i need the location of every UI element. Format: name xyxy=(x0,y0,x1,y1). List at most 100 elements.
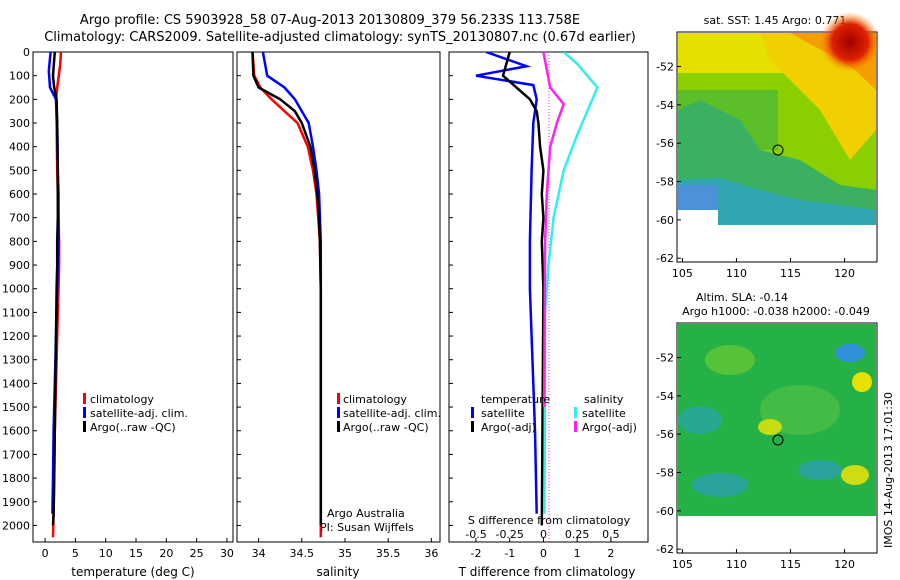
sla-map-ytick-label: -62 xyxy=(656,543,674,556)
difference-xtick-label: 1 xyxy=(574,547,581,560)
sst-map-xtick-label: 115 xyxy=(780,267,801,280)
difference-legend: temperature salinity satellite Argo(-adj… xyxy=(471,393,637,434)
difference-xtick-label: 2 xyxy=(607,547,614,560)
salinity-xtick-label: 35.5 xyxy=(376,547,401,560)
difference-series-line xyxy=(501,52,545,526)
salinity-xtick-label: 34.5 xyxy=(290,547,315,560)
sla-map-title-line1: Altim. SLA: -0.14 xyxy=(696,291,788,304)
difference-top-tick-label: -0.25 xyxy=(495,528,523,541)
temperature-legend-argo: Argo(..raw -QC) xyxy=(90,421,176,434)
difference-xtick-label: -2 xyxy=(470,547,481,560)
salinity-annotation-line2: PI: Susan Wijffels xyxy=(320,521,414,534)
sla-field-light-2 xyxy=(760,385,840,435)
sla-map-title-line2: Argo h1000: -0.038 h2000: -0.049 xyxy=(682,305,870,318)
salinity-legend-climatology: climatology xyxy=(343,393,407,406)
sla-field-yellow-2 xyxy=(758,419,782,435)
salinity-legend-argo: Argo(..raw -QC) xyxy=(343,421,429,434)
sst-map-field xyxy=(678,12,880,225)
salinity-xtick-label: 36 xyxy=(424,547,438,560)
sst-map-ytick-label: -56 xyxy=(656,137,674,150)
salinity-legend: climatology satellite-adj. clim. Argo(..… xyxy=(337,393,441,434)
temperature-ytick-label: 1400 xyxy=(2,377,30,390)
difference-top-tick-label: -0.5 xyxy=(465,528,486,541)
temperature-legend: climatology satellite-adj. clim. Argo(..… xyxy=(83,393,188,434)
temperature-ytick-label: 1200 xyxy=(2,330,30,343)
salinity-legend-swatch-satellite xyxy=(337,407,340,418)
temperature-ytick-label: 1700 xyxy=(2,448,30,461)
sla-map-xtick-label: 105 xyxy=(672,558,693,571)
sla-map-argo-marker xyxy=(772,434,784,446)
difference-legend-swatch-sal-satellite xyxy=(574,407,577,418)
sla-map-xtick-label: 110 xyxy=(726,558,747,571)
sst-map-ytick-label: -52 xyxy=(656,61,674,74)
sla-field-yellow-1 xyxy=(852,372,872,392)
sst-map-ytick-label: -62 xyxy=(656,252,674,265)
difference-series-line xyxy=(542,52,566,408)
sla-map-ytick-label: -54 xyxy=(656,390,674,403)
temperature-ytick-label: 800 xyxy=(9,235,30,248)
difference-top-tick-label: 0 xyxy=(540,528,547,541)
temperature-legend-satellite: satellite-adj. clim. xyxy=(90,407,188,420)
temperature-ytick-label: 1500 xyxy=(2,401,30,414)
difference-series-line xyxy=(543,52,599,514)
temperature-legend-swatch-argo xyxy=(83,421,86,432)
difference-xtick-label: 0 xyxy=(540,547,547,560)
temperature-legend-swatch-satellite xyxy=(83,407,86,418)
temperature-ytick-label: 900 xyxy=(9,259,30,272)
salinity-plot-frame xyxy=(236,51,441,543)
sst-map-argo-marker xyxy=(772,144,784,156)
sla-map-panel: Altim. SLA: -0.14 Argo h1000: -0.038 h20… xyxy=(656,291,878,571)
salinity-legend-swatch-argo xyxy=(337,421,340,432)
sst-map-panel: sat. SST: 1.45 Argo: 0.771 105 110 115 120 -… xyxy=(656,12,880,280)
sst-map-ytick-label: -60 xyxy=(656,214,674,227)
difference-legend-sal-satellite: satellite xyxy=(582,407,626,420)
sst-map-title: sat. SST: 1.45 Argo: 0.771 xyxy=(704,14,847,27)
sst-map-ytick-label: -54 xyxy=(656,99,674,112)
sst-field-hotspot xyxy=(820,12,880,72)
temperature-ytick-label: 600 xyxy=(9,188,30,201)
difference-legend-temp-satellite: satellite xyxy=(481,407,525,420)
temperature-ytick-label: 1900 xyxy=(2,496,30,509)
sla-map-xtick-label: 115 xyxy=(780,558,801,571)
temperature-ytick-label: 700 xyxy=(9,212,30,225)
temperature-series-line xyxy=(51,52,60,526)
temperature-ytick-label: 1300 xyxy=(2,354,30,367)
temperature-xtick-label: 20 xyxy=(159,547,173,560)
sla-field-yellow-3 xyxy=(841,465,869,485)
sla-field-teal-1 xyxy=(678,406,722,434)
sla-map-ytick-label: -52 xyxy=(656,352,674,365)
difference-top-tick-label: 0.25 xyxy=(565,528,590,541)
salinity-legend-satellite: satellite-adj. clim. xyxy=(343,407,441,420)
salinity-x-axis-label: salinity xyxy=(316,565,359,579)
difference-xtick-label: -1 xyxy=(504,547,515,560)
sst-map-ytick-label: -58 xyxy=(656,176,674,189)
salinity-xtick-label: 34 xyxy=(252,547,266,560)
sla-map-ytick-label: -58 xyxy=(656,467,674,480)
temperature-ytick-label: 2000 xyxy=(2,519,30,532)
figure-title-line1: Argo profile: CS 5903928_58 07-Aug-2013 … xyxy=(80,13,580,28)
difference-legend-swatch-temp-satellite xyxy=(471,407,474,418)
temperature-legend-swatch-climatology xyxy=(83,393,86,404)
sst-field-west-blue xyxy=(678,185,718,210)
salinity-xtick-label: 35 xyxy=(338,547,352,560)
temperature-x-axis-label: temperature (deg C) xyxy=(71,565,194,579)
temperature-plot-frame xyxy=(32,51,234,543)
temperature-ytick-label: 300 xyxy=(9,117,30,130)
salinity-legend-swatch-climatology xyxy=(337,393,340,404)
difference-plot-frame xyxy=(448,51,649,543)
sst-field-cold-band xyxy=(678,178,876,225)
figure-title-line2: Climatology: CARS2009. Satellite-adjuste… xyxy=(44,30,636,45)
salinity-panel: 34 34.5 35 35.5 36 salinity climatology sate… xyxy=(236,51,441,579)
sla-field-blue-1 xyxy=(835,344,865,362)
sst-map-xtick-label: 110 xyxy=(726,267,747,280)
sla-field-teal-3 xyxy=(798,460,842,480)
difference-top-axis-label: S difference from climatology xyxy=(468,514,631,527)
temperature-xtick-label: 25 xyxy=(190,547,204,560)
temperature-ytick-label: 500 xyxy=(9,164,30,177)
sla-field-light-1 xyxy=(705,345,755,375)
temperature-xtick-label: 0 xyxy=(42,547,49,560)
difference-x-axis-label: T difference from climatology xyxy=(458,565,636,579)
temperature-ytick-label: 100 xyxy=(9,70,30,83)
sla-map-ytick-label: -56 xyxy=(656,428,674,441)
sla-field-teal-2 xyxy=(692,473,748,497)
